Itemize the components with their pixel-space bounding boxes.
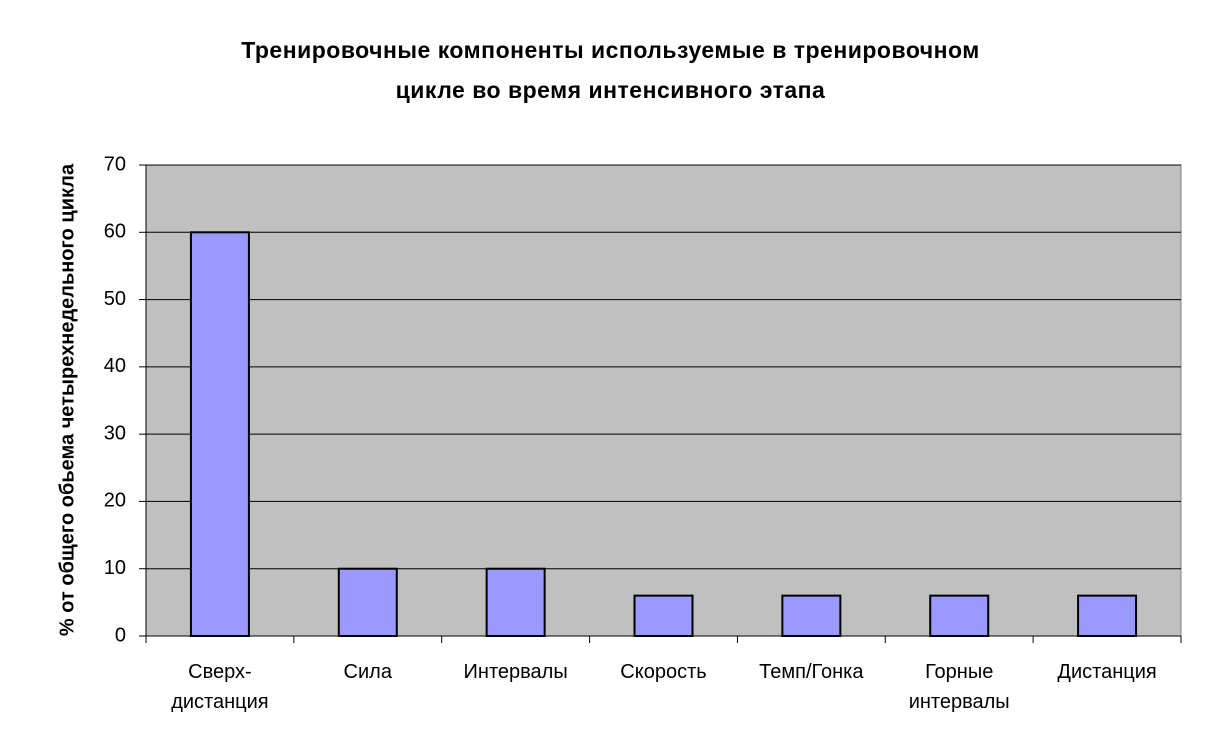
y-tick-label: 0 <box>115 624 126 646</box>
x-tick-label: Темп/Гонка <box>759 661 864 683</box>
y-tick-label: 50 <box>104 288 126 310</box>
bar <box>929 594 990 638</box>
bar <box>781 594 842 638</box>
y-tick-label: 40 <box>104 355 126 377</box>
y-tick-label: 60 <box>104 221 126 243</box>
x-tick-label: Дистанция <box>1057 661 1157 683</box>
x-tick-label: Интервалы <box>463 661 568 683</box>
y-tick-label: 30 <box>104 422 126 444</box>
bar <box>337 567 398 638</box>
plot-area <box>145 164 1182 637</box>
bar <box>189 231 250 638</box>
y-tick-label: 20 <box>104 490 126 512</box>
chart-title: Тренировочные компоненты используемые в … <box>241 37 980 103</box>
y-tick-label: 70 <box>104 153 126 175</box>
bar <box>485 567 546 638</box>
x-tick-label: Скорость <box>620 661 707 683</box>
y-axis-label: % от общего обьема четырехнедельного цик… <box>56 163 78 636</box>
x-tick-label: Сверх- дистанция <box>171 661 269 713</box>
x-tick-label: Сила <box>343 661 392 683</box>
x-tick-label: Горные интервалы <box>908 661 1010 713</box>
bar <box>633 594 694 638</box>
bar <box>1077 594 1138 638</box>
y-tick-label: 10 <box>104 557 126 579</box>
